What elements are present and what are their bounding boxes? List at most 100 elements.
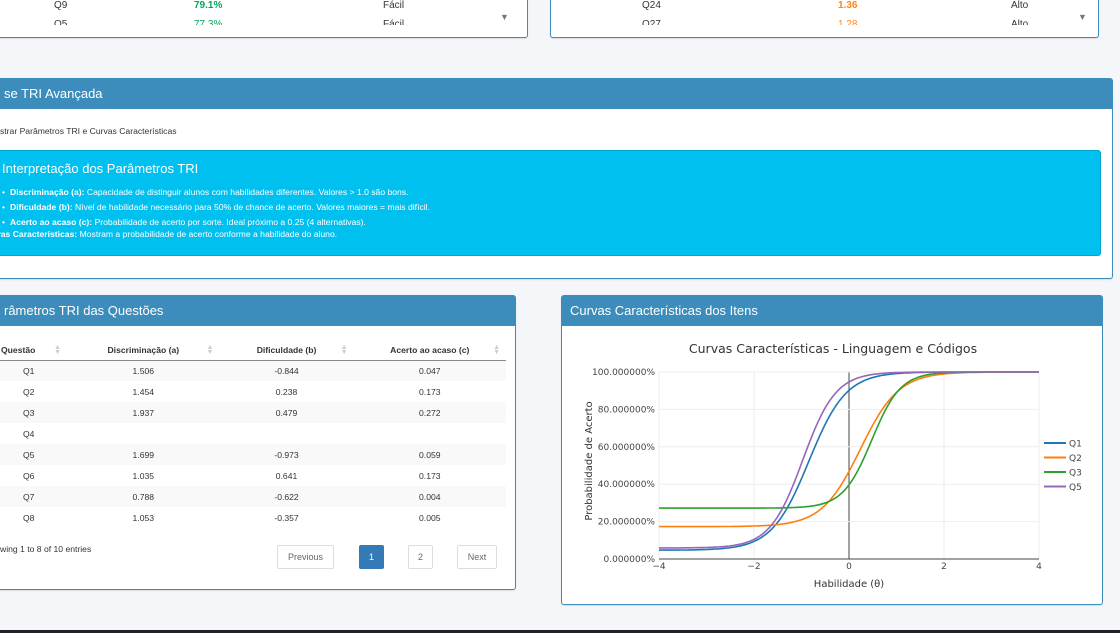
table-row: Q1 1.506 -0.844 0.047 — [0, 360, 506, 381]
y-tick-label: 20.000000% — [598, 518, 656, 528]
top-left-box: Q9 79.1% Fácil Q5 77.3% Fácil ▼ — [0, 0, 528, 38]
x-tick-label: −4 — [652, 562, 666, 572]
table-cell: 1.035 — [132, 470, 155, 481]
table-cell: 0.173 — [419, 386, 441, 397]
q24-level: Alto — [1011, 0, 1029, 11]
y-axis-label: Probabilidade de Acerto — [584, 401, 595, 520]
legend-label: Q2 — [1069, 454, 1082, 464]
table-cell: 0.272 — [353, 402, 506, 423]
previous-page-button[interactable]: Previous — [277, 545, 334, 569]
table-cell: Q3 — [0, 402, 68, 423]
x-tick-label: −2 — [747, 562, 760, 572]
table-cell: Q7 — [0, 486, 68, 507]
col-header-discrimination[interactable]: Discriminação (a) ▲ ▼ — [67, 340, 220, 361]
table-cell: 1.937 — [67, 402, 220, 423]
table-row: Q4 — [0, 423, 506, 444]
info-title: Interpretação dos Parâmetros TRI — [2, 161, 199, 176]
table-cell: Q4 — [23, 428, 35, 439]
table-cell: 0.641 — [275, 470, 298, 481]
tri-interpretation-callout: Interpretação dos Parâmetros TRI Discrim… — [0, 150, 1101, 256]
y-tick-label: 80.000000% — [598, 405, 656, 415]
table-cell: 0.173 — [419, 470, 441, 481]
table-row: Q2 1.454 0.238 0.173 — [0, 381, 506, 402]
q5-level: Fácil — [383, 19, 405, 25]
page-1-button[interactable]: 1 — [359, 545, 384, 569]
tri-params-box: râmetros TRI das Questões Questão ▲ ▼ Disc… — [0, 295, 516, 590]
tri-advanced-box: se TRI Avançada strar Parâmetros TRI e C… — [0, 78, 1113, 279]
y-tick-label: 60.000000% — [598, 443, 656, 453]
table-cell: 1.053 — [132, 512, 155, 523]
q5-label: Q5 — [54, 19, 68, 25]
table-row: Q5 1.699 -0.973 0.059 — [0, 444, 506, 465]
q27-value: 1.28 — [838, 19, 858, 25]
y-tick-label: 100.000000% — [592, 368, 655, 378]
table-row: Q3 1.937 0.479 0.272 — [0, 402, 506, 423]
x-tick-label: 0 — [846, 562, 852, 572]
scroll-down-icon[interactable]: ▼ — [1078, 12, 1087, 22]
table-row: Q7 0.788 -0.622 0.004 — [0, 486, 506, 507]
col-header-difficulty[interactable]: Dificuldade (b) ▲ ▼ — [219, 340, 354, 361]
table-cell: -0.973 — [219, 444, 354, 465]
legend-label: Q5 — [1069, 483, 1082, 493]
next-page-button[interactable]: Next — [457, 545, 497, 569]
info-item-difficulty: Dificuldade (b): Nível de habilidade nec… — [2, 200, 1100, 215]
curves-title: Curvas Características dos Itens — [562, 296, 1102, 326]
y-tick-label: 40.000000% — [598, 480, 656, 490]
legend-label: Q3 — [1069, 469, 1082, 479]
col-header-question[interactable]: Questão ▲ ▼ — [0, 340, 68, 361]
q24-value: 1.36 — [838, 0, 858, 11]
x-tick-label: 2 — [941, 562, 947, 572]
table-cell: 1.454 — [132, 386, 155, 397]
info-item-discrimination: Discriminação (a): Capacidade de disting… — [2, 185, 1100, 200]
table-cell: 0.059 — [353, 444, 506, 465]
info-item-guessing: Acerto ao acaso (c): Probabilidade de ac… — [2, 215, 1100, 230]
table-cell: 0.047 — [353, 360, 506, 381]
series-line-q5 — [659, 371, 1039, 549]
tri-advanced-title: se TRI Avançada — [0, 79, 1112, 109]
col-header-guessing[interactable]: Acerto ao acaso (c) ▲ ▼ — [353, 340, 506, 361]
table-cell: -0.357 — [274, 512, 299, 523]
page-bottom-bar — [0, 630, 1120, 633]
table-cell — [219, 423, 353, 444]
table-cell: 1.506 — [67, 360, 220, 381]
table-cell: Q1 — [0, 360, 68, 381]
legend-label: Q1 — [1069, 440, 1082, 450]
x-axis-label: Habilidade (θ) — [814, 579, 885, 590]
table-row: Q6 1.035 0.641 0.173 — [0, 465, 506, 486]
table-cell: 0.004 — [353, 486, 506, 507]
icc-chart: Curvas Características - Linguagem e Cód… — [584, 341, 1082, 590]
table-cell: Q5 — [0, 444, 68, 465]
q9-pct: 79.1% — [194, 0, 223, 11]
table-cell — [67, 423, 219, 444]
table-row: Q8 1.053 -0.357 0.005 — [0, 507, 506, 528]
table-cell: Q6 — [23, 470, 35, 481]
table-cell: 1.699 — [67, 444, 220, 465]
table-cell: -0.622 — [219, 486, 354, 507]
q9-level: Fácil — [383, 0, 405, 11]
page-2-button[interactable]: 2 — [408, 545, 433, 569]
table-cell: 0.479 — [219, 402, 354, 423]
table-cell — [354, 423, 506, 444]
table-cell: Q2 — [23, 386, 35, 397]
tri-params-table: Questão ▲ ▼ Discriminação (a) ▲ ▼ Dificuldad… — [0, 340, 506, 528]
curves-box: Curvas Características dos Itens Curvas … — [561, 295, 1103, 605]
entries-info: wing 1 to 8 of 10 entries — [0, 544, 92, 554]
table-cell: 0.788 — [67, 486, 220, 507]
tri-params-title: râmetros TRI das Questões — [0, 296, 515, 326]
table-cell: -0.844 — [219, 360, 354, 381]
q27-label: Q27 — [642, 19, 661, 25]
table-cell: 0.005 — [419, 512, 441, 523]
top-right-box: Q24 1.36 Alto Q27 1.28 Alto ▼ — [550, 0, 1099, 38]
scroll-down-icon[interactable]: ▼ — [500, 12, 509, 22]
show-tri-checkbox-label[interactable]: strar Parâmetros TRI e Curvas Caracterís… — [0, 126, 177, 136]
q27-level: Alto — [1011, 19, 1029, 25]
y-tick-label: 0.000000% — [604, 555, 656, 565]
table-cell: Q8 — [23, 512, 35, 523]
q24-label: Q24 — [642, 0, 661, 11]
q5-pct: 77.3% — [194, 19, 223, 25]
table-cell: 0.238 — [275, 386, 298, 397]
q9-label: Q9 — [54, 0, 68, 11]
chart-title: Curvas Características - Linguagem e Cód… — [689, 341, 977, 356]
info-curves-note: vas Características: Mostram a probabili… — [0, 229, 338, 239]
x-tick-label: 4 — [1036, 562, 1042, 572]
